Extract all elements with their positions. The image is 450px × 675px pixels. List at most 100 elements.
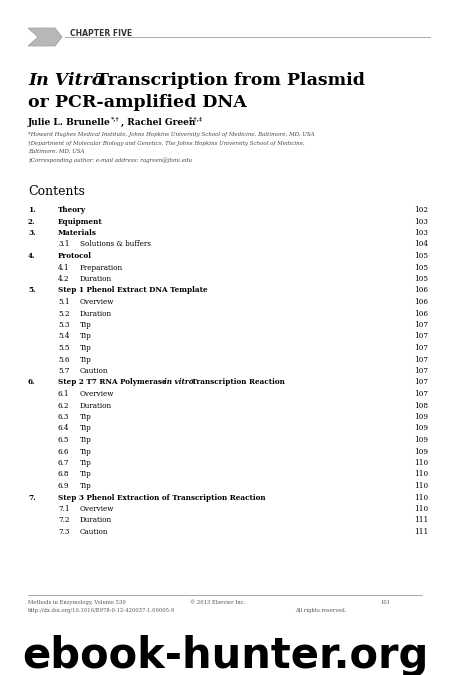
Text: 109: 109: [414, 425, 428, 433]
Text: Duration: Duration: [80, 275, 112, 283]
Text: Step 2 T7 RNA Polymerase: Step 2 T7 RNA Polymerase: [58, 379, 169, 387]
Text: Transcription from Plasmid: Transcription from Plasmid: [90, 72, 365, 89]
Text: , Rachel Green: , Rachel Green: [121, 118, 195, 127]
Text: 1.: 1.: [28, 206, 36, 214]
Text: 5.5: 5.5: [58, 344, 69, 352]
Text: 103: 103: [414, 217, 428, 225]
Text: Tip: Tip: [80, 448, 92, 456]
Text: 105: 105: [414, 252, 428, 260]
Text: Step 1 Phenol Extract DNA Template: Step 1 Phenol Extract DNA Template: [58, 286, 207, 294]
Text: Methods in Enzymology, Volume 530: Methods in Enzymology, Volume 530: [28, 600, 126, 605]
Text: 6.8: 6.8: [58, 470, 69, 479]
Text: Tip: Tip: [80, 344, 92, 352]
Text: ‡Corresponding author: e-mail address: ragreen@jhmi.edu: ‡Corresponding author: e-mail address: r…: [28, 157, 192, 163]
Text: 107: 107: [414, 356, 428, 364]
Text: 5.4: 5.4: [58, 333, 69, 340]
Text: 6.9: 6.9: [58, 482, 69, 490]
Text: Step 3 Phenol Extraction of Transcription Reaction: Step 3 Phenol Extraction of Transcriptio…: [58, 493, 266, 502]
Text: Tip: Tip: [80, 470, 92, 479]
Text: 6.: 6.: [28, 379, 36, 387]
Text: 105: 105: [414, 275, 428, 283]
Text: © 2013 Elsevier Inc.: © 2013 Elsevier Inc.: [190, 600, 245, 605]
Text: in vitro: in vitro: [164, 379, 194, 387]
Text: 6.2: 6.2: [58, 402, 69, 410]
Text: Duration: Duration: [80, 516, 112, 524]
Text: 6.4: 6.4: [58, 425, 69, 433]
Text: 7.3: 7.3: [58, 528, 69, 536]
Text: 6.5: 6.5: [58, 436, 69, 444]
Text: 4.: 4.: [28, 252, 36, 260]
Text: *Howard Hughes Medical Institute, Johns Hopkins University School of Medicine, B: *Howard Hughes Medical Institute, Johns …: [28, 132, 315, 137]
Text: 7.2: 7.2: [58, 516, 69, 524]
Text: Solutions & buffers: Solutions & buffers: [80, 240, 151, 248]
Text: 107: 107: [414, 379, 428, 387]
Text: Tip: Tip: [80, 333, 92, 340]
Text: 5.: 5.: [28, 286, 36, 294]
Text: Overview: Overview: [80, 505, 114, 513]
Text: Materials: Materials: [58, 229, 97, 237]
Text: 5.6: 5.6: [58, 356, 69, 364]
Text: 111: 111: [414, 516, 428, 524]
Text: *,†: *,†: [111, 116, 120, 121]
Text: Contents: Contents: [28, 185, 85, 198]
Text: 3.: 3.: [28, 229, 36, 237]
Text: 110: 110: [414, 493, 428, 502]
Text: Tip: Tip: [80, 425, 92, 433]
Text: 3.1: 3.1: [58, 240, 69, 248]
Text: Tip: Tip: [80, 321, 92, 329]
Text: 107: 107: [414, 367, 428, 375]
Text: 107: 107: [414, 344, 428, 352]
Text: CHAPTER FIVE: CHAPTER FIVE: [70, 29, 132, 38]
Text: Julie L. Brunelle: Julie L. Brunelle: [28, 118, 111, 127]
Text: 107: 107: [414, 390, 428, 398]
Text: Tip: Tip: [80, 356, 92, 364]
Text: All rights reserved.: All rights reserved.: [295, 608, 346, 613]
Text: 110: 110: [414, 470, 428, 479]
Text: Overview: Overview: [80, 298, 114, 306]
Text: 108: 108: [414, 402, 428, 410]
Text: 106: 106: [414, 310, 428, 317]
Text: 4.1: 4.1: [58, 263, 70, 271]
Text: 107: 107: [414, 333, 428, 340]
Text: Tip: Tip: [80, 436, 92, 444]
Text: 109: 109: [414, 413, 428, 421]
Text: 6.7: 6.7: [58, 459, 69, 467]
Text: Theory: Theory: [58, 206, 86, 214]
Text: Caution: Caution: [80, 367, 108, 375]
Text: Caution: Caution: [80, 528, 108, 536]
Text: Equipment: Equipment: [58, 217, 103, 225]
Text: 104: 104: [414, 240, 428, 248]
Text: 7.: 7.: [28, 493, 36, 502]
Text: 106: 106: [414, 286, 428, 294]
Text: 5.2: 5.2: [58, 310, 69, 317]
Polygon shape: [28, 28, 62, 46]
Text: 6.6: 6.6: [58, 448, 69, 456]
Text: 106: 106: [414, 298, 428, 306]
Text: 109: 109: [414, 436, 428, 444]
Text: †Department of Molecular Biology and Genetics, The Johns Hopkins University Scho: †Department of Molecular Biology and Gen…: [28, 140, 305, 146]
Text: 6.3: 6.3: [58, 413, 69, 421]
Text: In Vitro: In Vitro: [28, 72, 104, 89]
Text: Duration: Duration: [80, 402, 112, 410]
Text: 111: 111: [414, 528, 428, 536]
Text: 5.7: 5.7: [58, 367, 69, 375]
Text: 110: 110: [414, 482, 428, 490]
Text: Preparation: Preparation: [80, 263, 123, 271]
Text: 5.1: 5.1: [58, 298, 70, 306]
Text: 7.1: 7.1: [58, 505, 70, 513]
Text: Tip: Tip: [80, 482, 92, 490]
Text: http://dx.doi.org/10.1016/B978-0-12-420037-1.00005-9: http://dx.doi.org/10.1016/B978-0-12-4200…: [28, 608, 175, 613]
Text: 2.: 2.: [28, 217, 36, 225]
Text: or PCR-amplified DNA: or PCR-amplified DNA: [28, 94, 247, 111]
Text: 4.2: 4.2: [58, 275, 69, 283]
Text: 102: 102: [414, 206, 428, 214]
Text: 6.1: 6.1: [58, 390, 70, 398]
Text: 110: 110: [414, 459, 428, 467]
Text: Duration: Duration: [80, 310, 112, 317]
Text: Protocol: Protocol: [58, 252, 92, 260]
Text: ebook-hunter.org: ebook-hunter.org: [22, 635, 428, 675]
Text: Transcription Reaction: Transcription Reaction: [189, 379, 285, 387]
Text: Baltimore, MD, USA: Baltimore, MD, USA: [28, 149, 85, 154]
Text: 103: 103: [414, 229, 428, 237]
Text: 107: 107: [414, 321, 428, 329]
